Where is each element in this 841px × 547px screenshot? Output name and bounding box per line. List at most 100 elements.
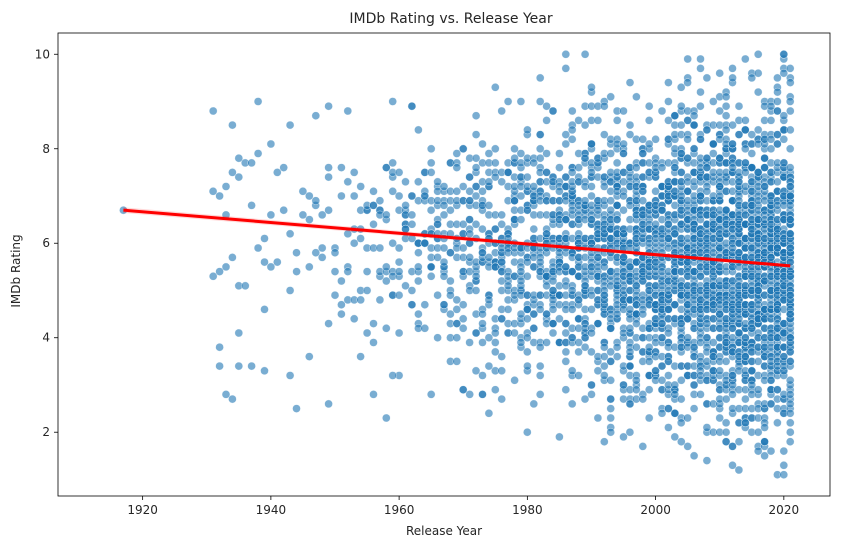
data-point — [677, 149, 686, 158]
data-point — [561, 328, 571, 338]
data-point — [446, 205, 455, 215]
data-point — [285, 120, 295, 130]
data-point — [786, 272, 795, 281]
data-point — [689, 380, 699, 390]
data-point — [587, 168, 596, 177]
data-point — [535, 342, 545, 352]
data-point — [606, 324, 615, 333]
data-point — [702, 125, 712, 135]
data-point — [587, 139, 596, 149]
data-point — [215, 342, 224, 352]
data-point — [773, 418, 782, 428]
data-point — [414, 276, 423, 286]
data-point — [535, 361, 545, 371]
data-point — [567, 286, 577, 295]
data-point — [208, 272, 218, 281]
data-point — [657, 409, 667, 418]
data-point — [561, 64, 571, 73]
data-point — [542, 168, 551, 177]
data-point — [587, 305, 596, 314]
x-tick-label: 1980 — [512, 503, 543, 517]
data-point — [484, 361, 494, 371]
data-point — [516, 191, 526, 201]
data-point — [458, 220, 468, 229]
data-point — [548, 106, 558, 116]
data-point — [773, 87, 782, 97]
data-point — [234, 361, 244, 371]
data-point — [523, 427, 532, 437]
data-point — [529, 224, 539, 234]
data-point — [580, 196, 590, 205]
data-point — [625, 78, 635, 87]
data-point — [542, 149, 551, 158]
data-point — [548, 328, 558, 338]
data-point — [593, 366, 603, 376]
data-point — [433, 253, 442, 262]
data-point — [439, 182, 449, 191]
data-point — [696, 390, 705, 399]
data-point — [349, 314, 359, 324]
data-point — [471, 366, 481, 376]
y-axis-label: IMDb Rating — [9, 234, 23, 307]
data-point — [779, 50, 789, 59]
data-point — [266, 139, 276, 149]
data-point — [600, 130, 609, 139]
data-point — [471, 328, 481, 338]
data-point — [452, 305, 462, 314]
data-point — [574, 163, 583, 172]
data-point — [221, 262, 231, 272]
data-point — [786, 78, 795, 87]
data-point — [273, 168, 282, 177]
data-point — [369, 220, 378, 229]
data-point — [702, 423, 712, 432]
data-point — [619, 432, 628, 442]
data-point — [561, 347, 571, 357]
data-point — [721, 111, 731, 120]
data-point — [619, 139, 628, 149]
data-point — [471, 130, 481, 139]
data-point — [632, 319, 641, 328]
data-point — [478, 224, 487, 234]
data-point — [420, 238, 430, 248]
data-point — [619, 205, 628, 215]
data-point — [561, 319, 571, 328]
data-point — [600, 342, 609, 352]
data-point — [689, 111, 699, 120]
data-point — [587, 83, 596, 92]
data-point — [593, 116, 603, 125]
data-point — [452, 333, 462, 342]
data-point — [247, 201, 256, 210]
data-point — [779, 446, 789, 456]
data-point — [414, 309, 423, 319]
data-point — [580, 153, 590, 163]
data-point — [426, 205, 436, 215]
data-point — [587, 182, 596, 191]
data-point — [619, 106, 628, 116]
data-point — [484, 333, 494, 342]
data-point — [510, 328, 519, 338]
data-point — [228, 120, 237, 130]
data-point — [471, 191, 481, 201]
data-point — [535, 390, 545, 399]
data-point — [292, 267, 301, 276]
data-point — [426, 158, 436, 168]
data-point — [253, 97, 263, 106]
data-point — [465, 253, 474, 262]
data-point — [728, 64, 737, 73]
data-point — [664, 97, 673, 106]
data-point — [523, 172, 532, 182]
data-point — [542, 116, 551, 125]
data-point — [478, 319, 487, 328]
data-point — [523, 125, 532, 135]
data-point — [228, 394, 237, 404]
data-point — [535, 144, 545, 154]
data-point — [689, 144, 699, 154]
data-point — [337, 309, 346, 319]
data-point — [676, 394, 686, 404]
x-tick-label: 1960 — [384, 503, 415, 517]
data-point — [715, 68, 724, 78]
x-tick-label: 2000 — [640, 503, 671, 517]
data-point — [580, 342, 590, 352]
data-point — [542, 281, 551, 291]
data-point — [337, 163, 346, 172]
